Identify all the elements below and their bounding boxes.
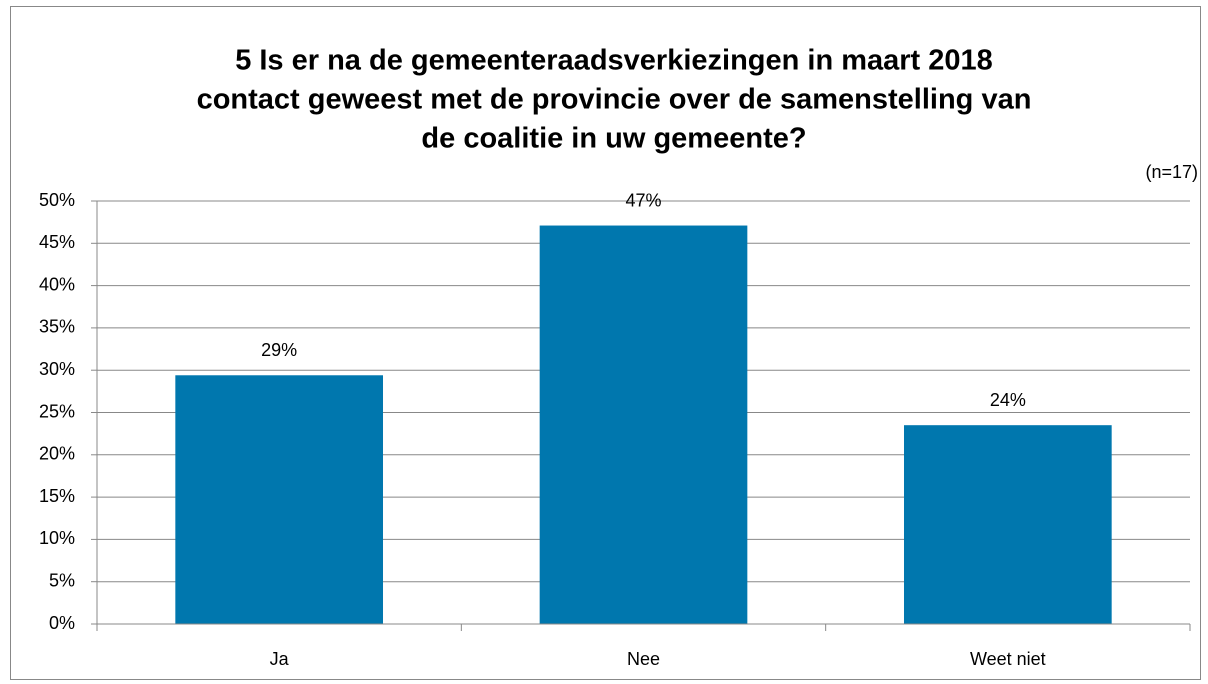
y-tick-label: 15%: [39, 486, 75, 506]
y-tick-label: 50%: [39, 190, 75, 210]
y-tick-label: 35%: [39, 317, 75, 337]
y-tick-label: 10%: [39, 528, 75, 548]
y-tick-label: 30%: [39, 359, 75, 379]
x-tick-label: Ja: [270, 649, 290, 669]
y-tick-label: 20%: [39, 444, 75, 464]
x-tick-label: Nee: [627, 649, 660, 669]
chart-title: de coalitie in uw gemeente?: [421, 123, 806, 155]
bar: [175, 375, 384, 624]
bar: [539, 225, 748, 624]
y-tick-label: 0%: [49, 613, 75, 633]
value-label: 47%: [625, 190, 661, 210]
bar: [903, 425, 1112, 624]
y-tick-label: 45%: [39, 232, 75, 252]
chart-title: 5 Is er na de gemeenteraadsverkiezingen …: [235, 45, 993, 77]
value-label: 29%: [261, 340, 297, 360]
value-label: 24%: [990, 390, 1026, 410]
chart-title: contact geweest met de provincie over de…: [197, 84, 1032, 116]
x-tick-label: Weet niet: [970, 649, 1046, 669]
y-tick-label: 25%: [39, 401, 75, 421]
y-tick-label: 40%: [39, 274, 75, 294]
y-tick-label: 5%: [49, 570, 75, 590]
annotation: (n=17): [1145, 162, 1198, 182]
